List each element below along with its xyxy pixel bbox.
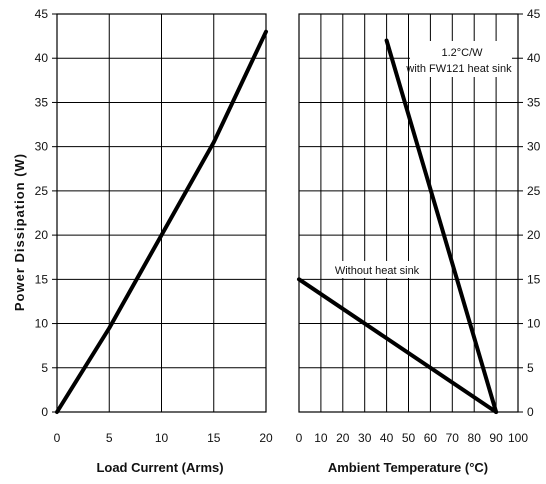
x-tick-label: 0 — [54, 431, 61, 445]
plot-frame — [298, 13, 519, 413]
y-tick-label: 25 — [527, 184, 541, 198]
x-tick-label: 20 — [259, 431, 273, 445]
series-line — [55, 29, 268, 414]
y-tick-label: 45 — [527, 7, 541, 21]
plot-frame — [56, 13, 267, 413]
x-tick-label: 40 — [380, 431, 394, 445]
x-tick-label: 80 — [468, 431, 482, 445]
y-tick-label: 0 — [527, 405, 534, 419]
y-tick-label: 10 — [527, 317, 541, 331]
y-tick-label: 10 — [35, 317, 49, 331]
y-tick-label: 30 — [527, 140, 541, 154]
left-x-axis-title: Load Current (Arms) — [96, 460, 223, 475]
x-tick-label: 60 — [424, 431, 438, 445]
annotation-background — [410, 41, 512, 77]
x-tick-label: 90 — [489, 431, 503, 445]
y-axis-title: Power Dissipation (W) — [12, 153, 27, 311]
x-tick-label: 20 — [336, 431, 350, 445]
series-line — [297, 277, 499, 414]
y-tick-label: 45 — [35, 7, 49, 21]
annotation-heat-sink: with FW121 heat sink — [405, 63, 512, 75]
y-tick-label: 30 — [35, 140, 49, 154]
y-tick-label: 35 — [35, 95, 49, 109]
left-chart-load-current: 0 5 10 15 20 0 5 10 15 20 25 30 35 40 45 — [35, 7, 273, 445]
x-tick-label: 30 — [358, 431, 372, 445]
y-tick-label: 40 — [35, 51, 49, 65]
x-tick-label: 100 — [508, 431, 528, 445]
y-tick-label: 5 — [41, 361, 48, 375]
x-tick-label: 5 — [106, 431, 113, 445]
y-tick-label: 15 — [527, 272, 541, 286]
right-x-axis-title: Ambient Temperature (°C) — [328, 460, 488, 475]
y-tick-label: 20 — [527, 228, 541, 242]
y-tick-label: 5 — [527, 361, 534, 375]
right-chart-ambient-temperature: 0 10 20 30 40 50 60 70 80 90 100 0 5 10 15 20 25 30 35 40 45… — [296, 7, 541, 445]
x-tick-label: 15 — [207, 431, 221, 445]
annotation-without-heat-sink: Without heat sink — [335, 265, 420, 277]
x-tick-label: 0 — [296, 431, 303, 445]
x-tick-label: 70 — [446, 431, 460, 445]
y-tick-label: 0 — [41, 405, 48, 419]
annotation-background — [330, 261, 424, 278]
y-tick-label: 15 — [35, 272, 49, 286]
x-tick-label: 10 — [314, 431, 328, 445]
annotation-heat-sink: 1.2°C/W — [441, 47, 483, 59]
y-tick-label: 25 — [35, 184, 49, 198]
x-tick-label: 50 — [402, 431, 416, 445]
y-tick-label: 40 — [527, 51, 541, 65]
x-tick-label: 10 — [155, 431, 169, 445]
y-tick-label: 35 — [527, 95, 541, 109]
series-line — [384, 38, 499, 414]
y-tick-label: 20 — [35, 228, 49, 242]
